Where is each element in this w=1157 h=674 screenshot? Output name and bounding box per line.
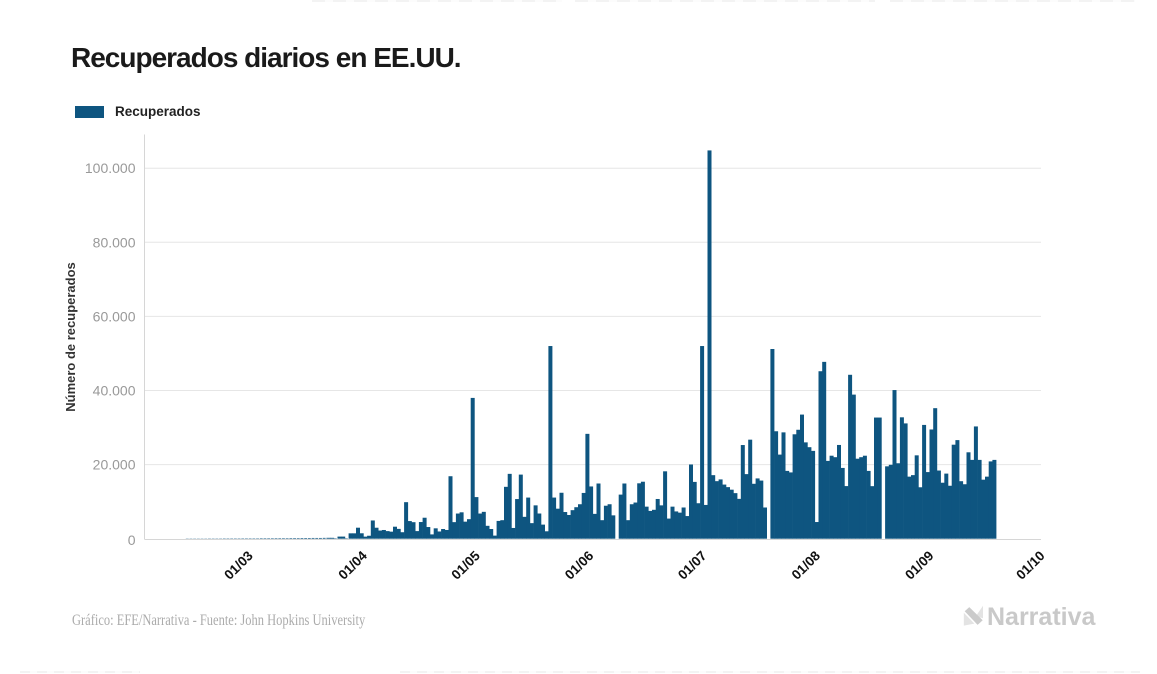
svg-text:60.000: 60.000 xyxy=(93,308,136,324)
svg-text:100.000: 100.000 xyxy=(85,160,136,176)
svg-text:Número de recuperados: Número de recuperados xyxy=(63,262,78,412)
svg-text:80.000: 80.000 xyxy=(93,234,136,250)
svg-text:01/06: 01/06 xyxy=(562,548,597,583)
svg-text:20.000: 20.000 xyxy=(93,457,136,473)
svg-text:01/03: 01/03 xyxy=(221,548,256,583)
svg-text:01/04: 01/04 xyxy=(335,548,370,583)
svg-text:01/05: 01/05 xyxy=(448,548,483,583)
svg-text:01/09: 01/09 xyxy=(902,548,937,583)
svg-text:01/07: 01/07 xyxy=(675,548,710,583)
svg-text:0: 0 xyxy=(128,532,136,548)
svg-text:01/10: 01/10 xyxy=(1013,548,1048,583)
svg-text:40.000: 40.000 xyxy=(93,383,136,399)
svg-text:01/08: 01/08 xyxy=(789,548,824,583)
